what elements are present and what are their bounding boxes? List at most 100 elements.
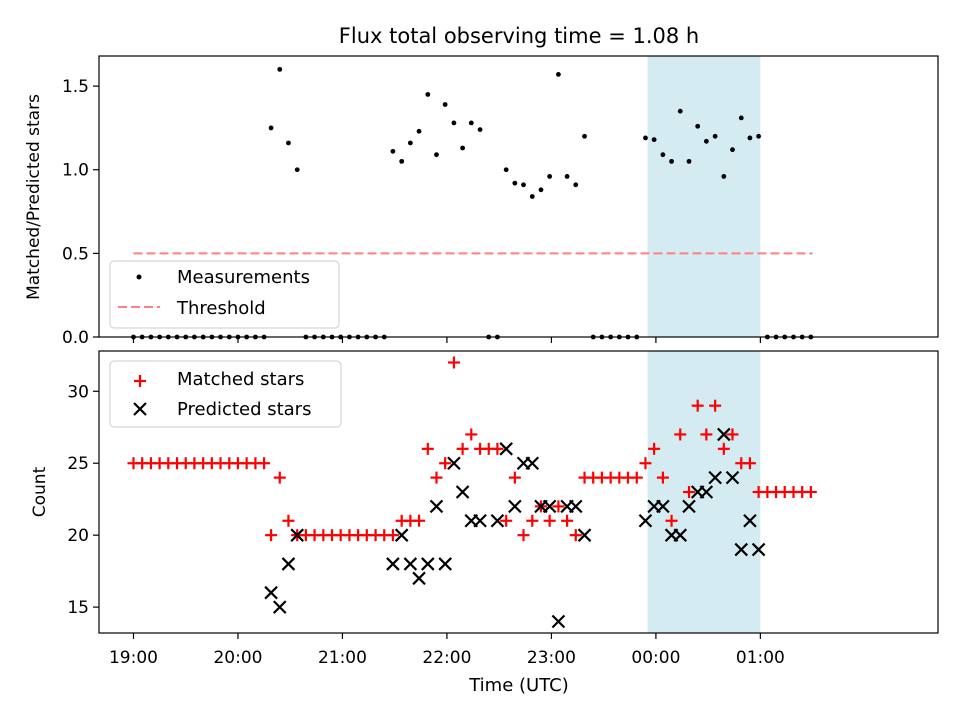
x-tick-label: 21:00 [318, 648, 367, 668]
matched-star-point [561, 514, 574, 527]
matched-star-point [491, 442, 504, 455]
legend-measurements-marker [136, 274, 142, 280]
predicted-star-point [734, 542, 749, 557]
predicted-star-point [717, 427, 731, 442]
measurement-point [407, 140, 413, 146]
matched-star-point [386, 529, 399, 542]
measurement-point [756, 133, 762, 139]
measurement-point [434, 152, 439, 158]
bottom-legend-box [109, 360, 342, 428]
measurement-point [738, 115, 744, 121]
matched-star-point [517, 529, 530, 542]
matched-star-point [439, 457, 452, 470]
legend-matched-label: Matched stars [177, 369, 304, 390]
top-legend: Measurements Threshold [109, 260, 340, 329]
matched-star-point [526, 514, 539, 527]
measurement-point [651, 137, 657, 143]
predicted-star-point [751, 542, 766, 557]
matched-star-point [665, 514, 678, 527]
matched-star-point [804, 486, 817, 498]
top-y-axis-label: Matched/Predicted stars [24, 94, 44, 300]
predicted-star-point [551, 614, 566, 629]
top-highlight-region [647, 56, 761, 337]
measurement-point [468, 120, 474, 126]
measurement-point [564, 174, 570, 179]
top-legend-box [109, 260, 340, 329]
top-y-ticks: 0.0 0.5 1.0 1.5 [62, 77, 99, 348]
measurement-point [643, 135, 648, 141]
legend-predicted-marker [133, 402, 147, 416]
bottom-y-tick-label: 15 [67, 598, 89, 618]
predicted-star-point [508, 499, 522, 514]
measurement-point [669, 158, 674, 164]
predicted-star-point [542, 499, 557, 514]
bottom-y-tick-label: 20 [67, 526, 89, 546]
measurement-point [294, 167, 300, 173]
predicted-star-point [568, 499, 583, 514]
predicted-star-point [682, 499, 696, 514]
chart-title: Flux total observing time = 1.08 h [339, 24, 699, 48]
measurement-point [286, 140, 291, 146]
predicted-star-point [708, 470, 722, 485]
predicted-star-point [743, 513, 757, 528]
measurement-point [512, 180, 518, 186]
bottom-marks [127, 356, 817, 629]
measurement-point [451, 120, 457, 126]
matched-star-point [508, 471, 521, 484]
matched-star-point [265, 529, 278, 542]
predicted-star-point [394, 528, 409, 542]
top-y-tick-label: 1.0 [62, 161, 89, 181]
bottom-x-ticks: 19:00 20:00 21:00 22:00 23:00 00:00 01:00 [109, 633, 785, 668]
top-y-tick-label: 0.5 [62, 244, 89, 264]
x-tick-label: 22:00 [422, 648, 471, 668]
matched-star-point [726, 428, 739, 441]
bottom-y-tick-label: 30 [67, 382, 89, 402]
matched-star-point [282, 514, 295, 527]
top-axes-frame [98, 55, 939, 338]
matched-star-point [465, 428, 478, 441]
bottom-highlight-region [647, 351, 761, 633]
matched-star-point [630, 471, 643, 484]
x-tick-label: 20:00 [213, 648, 262, 668]
measurement-point [747, 135, 753, 141]
measurement-point [416, 128, 422, 134]
predicted-star-point [421, 557, 435, 571]
predicted-star-point [429, 499, 444, 514]
top-y-tick-label: 1.5 [62, 77, 89, 97]
matched-star-point [656, 471, 669, 484]
top-y-tick-label: 0.0 [62, 328, 89, 348]
matched-star-point [456, 442, 469, 455]
x-tick-label: 19:00 [109, 648, 158, 668]
legend-predicted-label: Predicted stars [177, 399, 311, 420]
matched-star-point [674, 428, 687, 441]
measurement-point [677, 108, 683, 114]
predicted-star-point [673, 528, 688, 542]
matched-star-point [691, 399, 704, 412]
predicted-star-point [656, 499, 670, 514]
predicted-star-point [403, 557, 418, 571]
measurement-point [477, 127, 483, 132]
measurement-point [399, 158, 405, 164]
legend-threshold-label: Threshold [176, 298, 266, 319]
matched-star-point [569, 529, 582, 542]
predicted-star-point [699, 485, 714, 499]
predicted-star-point [386, 557, 400, 571]
x-tick-label: 23:00 [527, 648, 576, 668]
predicted-star-point [725, 470, 740, 485]
measurement-point [686, 158, 692, 164]
matched-star-point [447, 356, 460, 369]
predicted-star-point [272, 600, 287, 614]
predicted-star-point [455, 485, 470, 499]
x-tick-label: 01:00 [736, 648, 785, 668]
matched-star-point [709, 399, 722, 412]
matched-star-point [273, 471, 286, 484]
matched-star-point [683, 486, 696, 498]
x-axis-label: Time (UTC) [468, 675, 569, 696]
predicted-star-point [264, 585, 278, 600]
bottom-y-tick-label: 25 [67, 454, 89, 474]
matched-star-point [421, 442, 434, 455]
matched-star-point [552, 500, 565, 513]
legend-matched-marker [134, 375, 146, 387]
measurement-point [730, 147, 735, 153]
matched-star-point [717, 442, 730, 455]
